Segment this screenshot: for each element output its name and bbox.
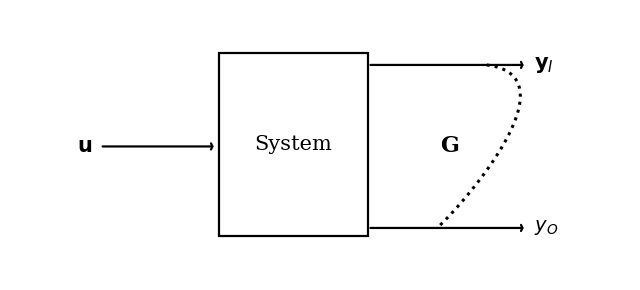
Text: $\mathbf{u}$: $\mathbf{u}$ <box>77 137 92 156</box>
FancyBboxPatch shape <box>219 53 368 236</box>
Text: $y_{O}$: $y_{O}$ <box>534 218 558 238</box>
Text: G: G <box>440 135 459 157</box>
Text: $\mathbf{y}_{I}$: $\mathbf{y}_{I}$ <box>534 55 554 75</box>
Text: System: System <box>254 135 332 154</box>
